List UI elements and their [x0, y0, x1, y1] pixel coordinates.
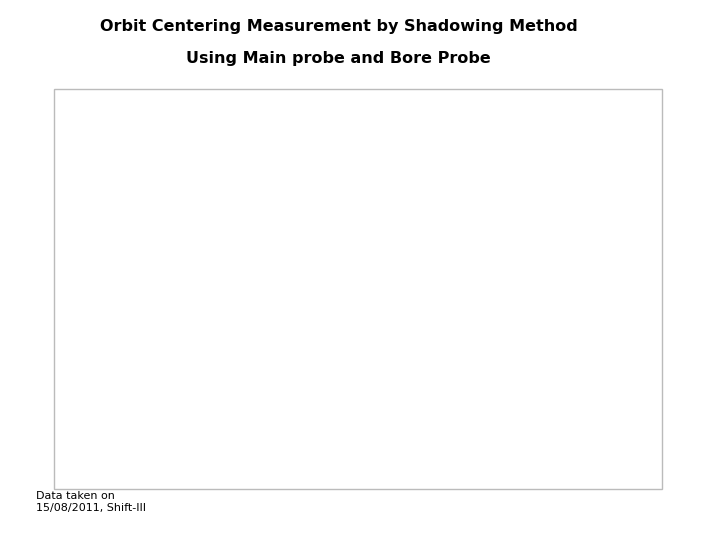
Legend: MP@520, BP moving in, MP@520, BP moving out, BP moving in, BP moving out: MP@520, BP moving in, MP@520, BP moving … — [108, 112, 389, 147]
X-axis label: BP position (mm): BP position (mm) — [308, 460, 410, 472]
Y-axis label: MP current (nA): MP current (nA) — [60, 265, 73, 356]
Text: Orbit Centering Measurement by Shadowing Method: Orbit Centering Measurement by Shadowing… — [99, 19, 577, 34]
Text: Using Main probe and Bore Probe: Using Main probe and Bore Probe — [186, 51, 491, 66]
Text: Data taken on
15/08/2011, Shift-III: Data taken on 15/08/2011, Shift-III — [36, 491, 146, 513]
Y-axis label: BP current (enA): BP current (enA) — [647, 262, 660, 359]
